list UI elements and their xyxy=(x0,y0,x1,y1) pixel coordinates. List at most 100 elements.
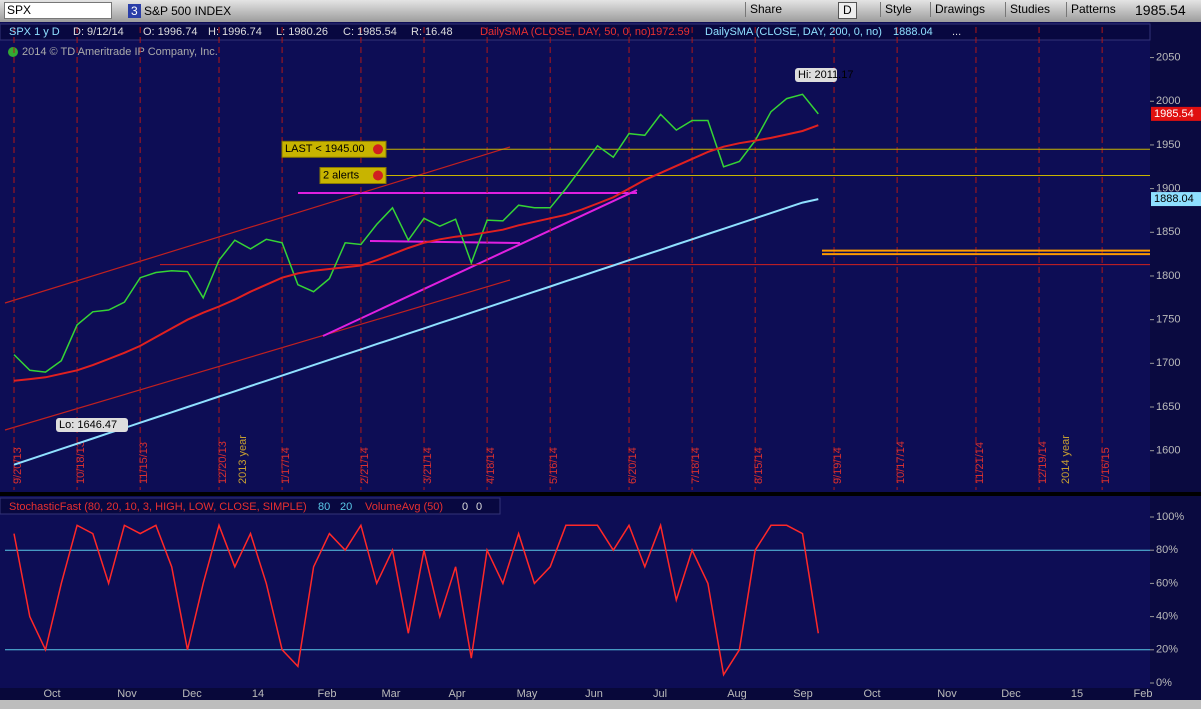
month-label: Apr xyxy=(448,688,465,700)
price-axis-bg xyxy=(1150,22,1201,700)
level-label: 80 xyxy=(318,501,330,513)
date-label: 11/15/13 xyxy=(138,442,150,484)
y-tick-label: 80% xyxy=(1156,544,1178,556)
month-label: Sep xyxy=(793,688,813,700)
month-label: Dec xyxy=(1001,688,1021,700)
trend-line xyxy=(322,189,638,337)
toolbar: SPX 3 S&P 500 INDEX Share D Style Drawin… xyxy=(0,0,1201,22)
y-tick-label: 60% xyxy=(1156,577,1178,589)
month-label: Oct xyxy=(43,688,60,700)
month-label: Feb xyxy=(318,688,337,700)
series-line xyxy=(13,93,819,373)
y-tick-label: 100% xyxy=(1156,511,1184,523)
hi-label: Hi: 2011.17 xyxy=(798,69,853,81)
header-item: O: 1996.74 xyxy=(143,26,197,38)
studies-button[interactable]: Studies xyxy=(1005,2,1054,17)
date-label: 6/20/14 xyxy=(627,447,639,484)
date-label: 7/18/14 xyxy=(690,447,702,484)
header-item: R: 16.48 xyxy=(411,26,453,38)
y-tick-label: 1600 xyxy=(1156,445,1180,457)
lo-label: Lo: 1646.47 xyxy=(59,419,117,431)
alert-remove xyxy=(373,144,383,155)
date-label: 11/21/14 xyxy=(974,442,986,484)
month-label: 15 xyxy=(1071,688,1083,700)
study-header-bar xyxy=(0,497,501,515)
panel-divider xyxy=(0,492,1201,496)
month-label: Aug xyxy=(727,688,747,700)
series-line xyxy=(13,198,819,466)
month-label: Feb xyxy=(1134,688,1153,700)
y-tick-label: 1650 xyxy=(1156,401,1180,413)
period-button[interactable]: D xyxy=(838,2,857,19)
date-label: 1/16/15 xyxy=(1100,447,1112,484)
date-label: 8/15/14 xyxy=(753,447,765,484)
y-tick-label: 1800 xyxy=(1156,270,1180,282)
header-item: 1972.59 xyxy=(650,26,690,38)
date-label: 12/20/13 xyxy=(217,441,229,484)
date-label: 2/21/14 xyxy=(359,447,371,484)
month-label: Oct xyxy=(863,688,880,700)
background xyxy=(0,22,1201,700)
header-item: SPX 1 y D xyxy=(9,26,60,38)
instrument-name: S&P 500 INDEX xyxy=(144,4,232,18)
study-title: StochasticFast (80, 20, 10, 3, HIGH, LOW… xyxy=(9,501,307,513)
price-tag xyxy=(1151,192,1201,207)
alert-box xyxy=(281,140,387,158)
last-price: 1985.54 xyxy=(1135,2,1186,18)
date-label: 9/20/13 xyxy=(12,447,24,484)
month-label: Dec xyxy=(182,688,202,700)
study2-value: 0 xyxy=(476,501,482,513)
y-tick-label: 2050 xyxy=(1156,51,1180,63)
style-button[interactable]: Style xyxy=(880,2,916,17)
link-count[interactable]: 3 xyxy=(128,4,141,18)
y-tick-label: 1900 xyxy=(1156,183,1180,195)
header-item: DailySMA (CLOSE, DAY, 50, 0, no) xyxy=(480,26,651,38)
series-line xyxy=(13,124,819,382)
share-button[interactable]: Share xyxy=(745,2,786,17)
lo-box xyxy=(56,418,128,432)
channel-line xyxy=(4,279,511,431)
date-label: 4/18/14 xyxy=(485,447,497,484)
price-tag-label: 1888.04 xyxy=(1154,193,1194,205)
drawings-button[interactable]: Drawings xyxy=(930,2,989,17)
header-item: DailySMA (CLOSE, DAY, 200, 0, no) xyxy=(705,26,882,38)
month-label: May xyxy=(517,688,538,700)
study2-title: VolumeAvg (50) xyxy=(365,501,443,513)
month-label: Nov xyxy=(937,688,957,700)
time-axis-bg xyxy=(0,688,1150,700)
symbol-input[interactable]: SPX xyxy=(4,2,112,19)
level-label: 20 xyxy=(340,501,352,513)
alert-label: LAST < 1945.00 xyxy=(285,143,365,155)
header-item: ... xyxy=(952,26,961,38)
year-label: 2013 year xyxy=(237,435,249,484)
date-label: 1/17/14 xyxy=(280,447,292,484)
date-label: 9/19/14 xyxy=(832,447,844,484)
series-line xyxy=(13,522,820,677)
y-tick-label: 40% xyxy=(1156,611,1178,623)
month-label: Jul xyxy=(653,688,667,700)
date-label: 10/18/13 xyxy=(75,441,87,484)
header-item: L: 1980.26 xyxy=(276,26,328,38)
channel-line xyxy=(4,146,511,304)
patterns-button[interactable]: Patterns xyxy=(1066,2,1120,17)
copyright: 2014 © TD Ameritrade IP Company, Inc. xyxy=(22,46,218,58)
header-item: 1888.04 xyxy=(893,26,933,38)
y-tick-label: 1850 xyxy=(1156,226,1180,238)
y-tick-label: 1750 xyxy=(1156,314,1180,326)
month-label: Jun xyxy=(585,688,603,700)
study2-value: 0 xyxy=(462,501,468,513)
header-bar xyxy=(0,23,1151,41)
date-label: 10/17/14 xyxy=(895,441,907,484)
date-label: 12/19/14 xyxy=(1037,441,1049,484)
header-item: H: 1996.74 xyxy=(208,26,262,38)
y-tick-label: 1700 xyxy=(1156,357,1180,369)
header-item: C: 1985.54 xyxy=(343,26,397,38)
month-label: Nov xyxy=(117,688,137,700)
year-label: 2014 year xyxy=(1060,435,1072,484)
month-label: 14 xyxy=(252,688,264,700)
y-tick-label: 0% xyxy=(1156,677,1172,689)
alert-box xyxy=(319,167,387,185)
date-label: 3/21/14 xyxy=(422,447,434,484)
